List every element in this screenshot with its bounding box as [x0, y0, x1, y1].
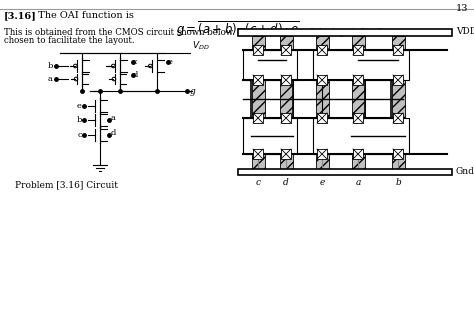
Bar [281, 45, 291, 55]
Text: b: b [395, 178, 401, 187]
Bar [393, 149, 403, 159]
Text: $V_{DD}$: $V_{DD}$ [192, 39, 210, 52]
Bar [281, 149, 291, 159]
Bar [353, 149, 363, 159]
Bar [353, 45, 363, 55]
Text: c: c [255, 178, 261, 187]
Text: g: g [190, 86, 196, 95]
Bar [352, 36, 365, 169]
Text: b: b [47, 62, 53, 70]
Text: b: b [77, 116, 82, 124]
Bar [392, 36, 405, 169]
Bar [253, 45, 263, 55]
Bar [281, 113, 291, 123]
Bar [313, 50, 409, 80]
Text: c: c [77, 131, 82, 139]
Text: d: d [133, 71, 138, 79]
Bar [393, 45, 403, 55]
Bar [253, 113, 263, 123]
Bar [317, 45, 327, 55]
Text: e: e [319, 178, 325, 187]
Bar [353, 113, 363, 123]
Text: chosen to facilitate the layout.: chosen to facilitate the layout. [4, 36, 135, 45]
Text: d: d [111, 129, 117, 137]
Text: c: c [133, 58, 137, 66]
Bar [317, 149, 327, 159]
Text: d: d [283, 178, 289, 187]
Bar [393, 113, 403, 123]
Text: [3.16]: [3.16] [4, 11, 37, 20]
Text: Problem [3.16] Circuit: Problem [3.16] Circuit [15, 180, 118, 189]
Bar [238, 29, 452, 36]
Text: a: a [111, 114, 116, 122]
Text: The OAI function is: The OAI function is [35, 11, 134, 20]
Text: e: e [168, 58, 173, 66]
Bar [393, 75, 403, 85]
Text: Gnd: Gnd [456, 168, 474, 176]
Bar [238, 169, 452, 175]
Text: 13: 13 [456, 4, 468, 13]
Bar [353, 75, 363, 85]
Text: This is obtained from the CMOS circuit shown below. The placement of the inputs : This is obtained from the CMOS circuit s… [4, 28, 390, 37]
Bar [317, 113, 327, 123]
Bar [281, 75, 291, 85]
Bar [317, 75, 327, 85]
Text: VDD: VDD [456, 27, 474, 37]
Text: e: e [77, 102, 82, 110]
Bar [252, 36, 265, 169]
Bar [243, 50, 297, 80]
Text: a: a [356, 178, 361, 187]
Bar [280, 36, 293, 169]
Bar [316, 36, 329, 169]
Bar [313, 118, 409, 154]
Bar [253, 75, 263, 85]
Bar [243, 118, 297, 154]
Text: $g = \overline{(a+b) \cdot (c+d) \cdot e}$: $g = \overline{(a+b) \cdot (c+d) \cdot e… [176, 19, 300, 39]
Bar [253, 149, 263, 159]
Text: a: a [48, 75, 53, 83]
